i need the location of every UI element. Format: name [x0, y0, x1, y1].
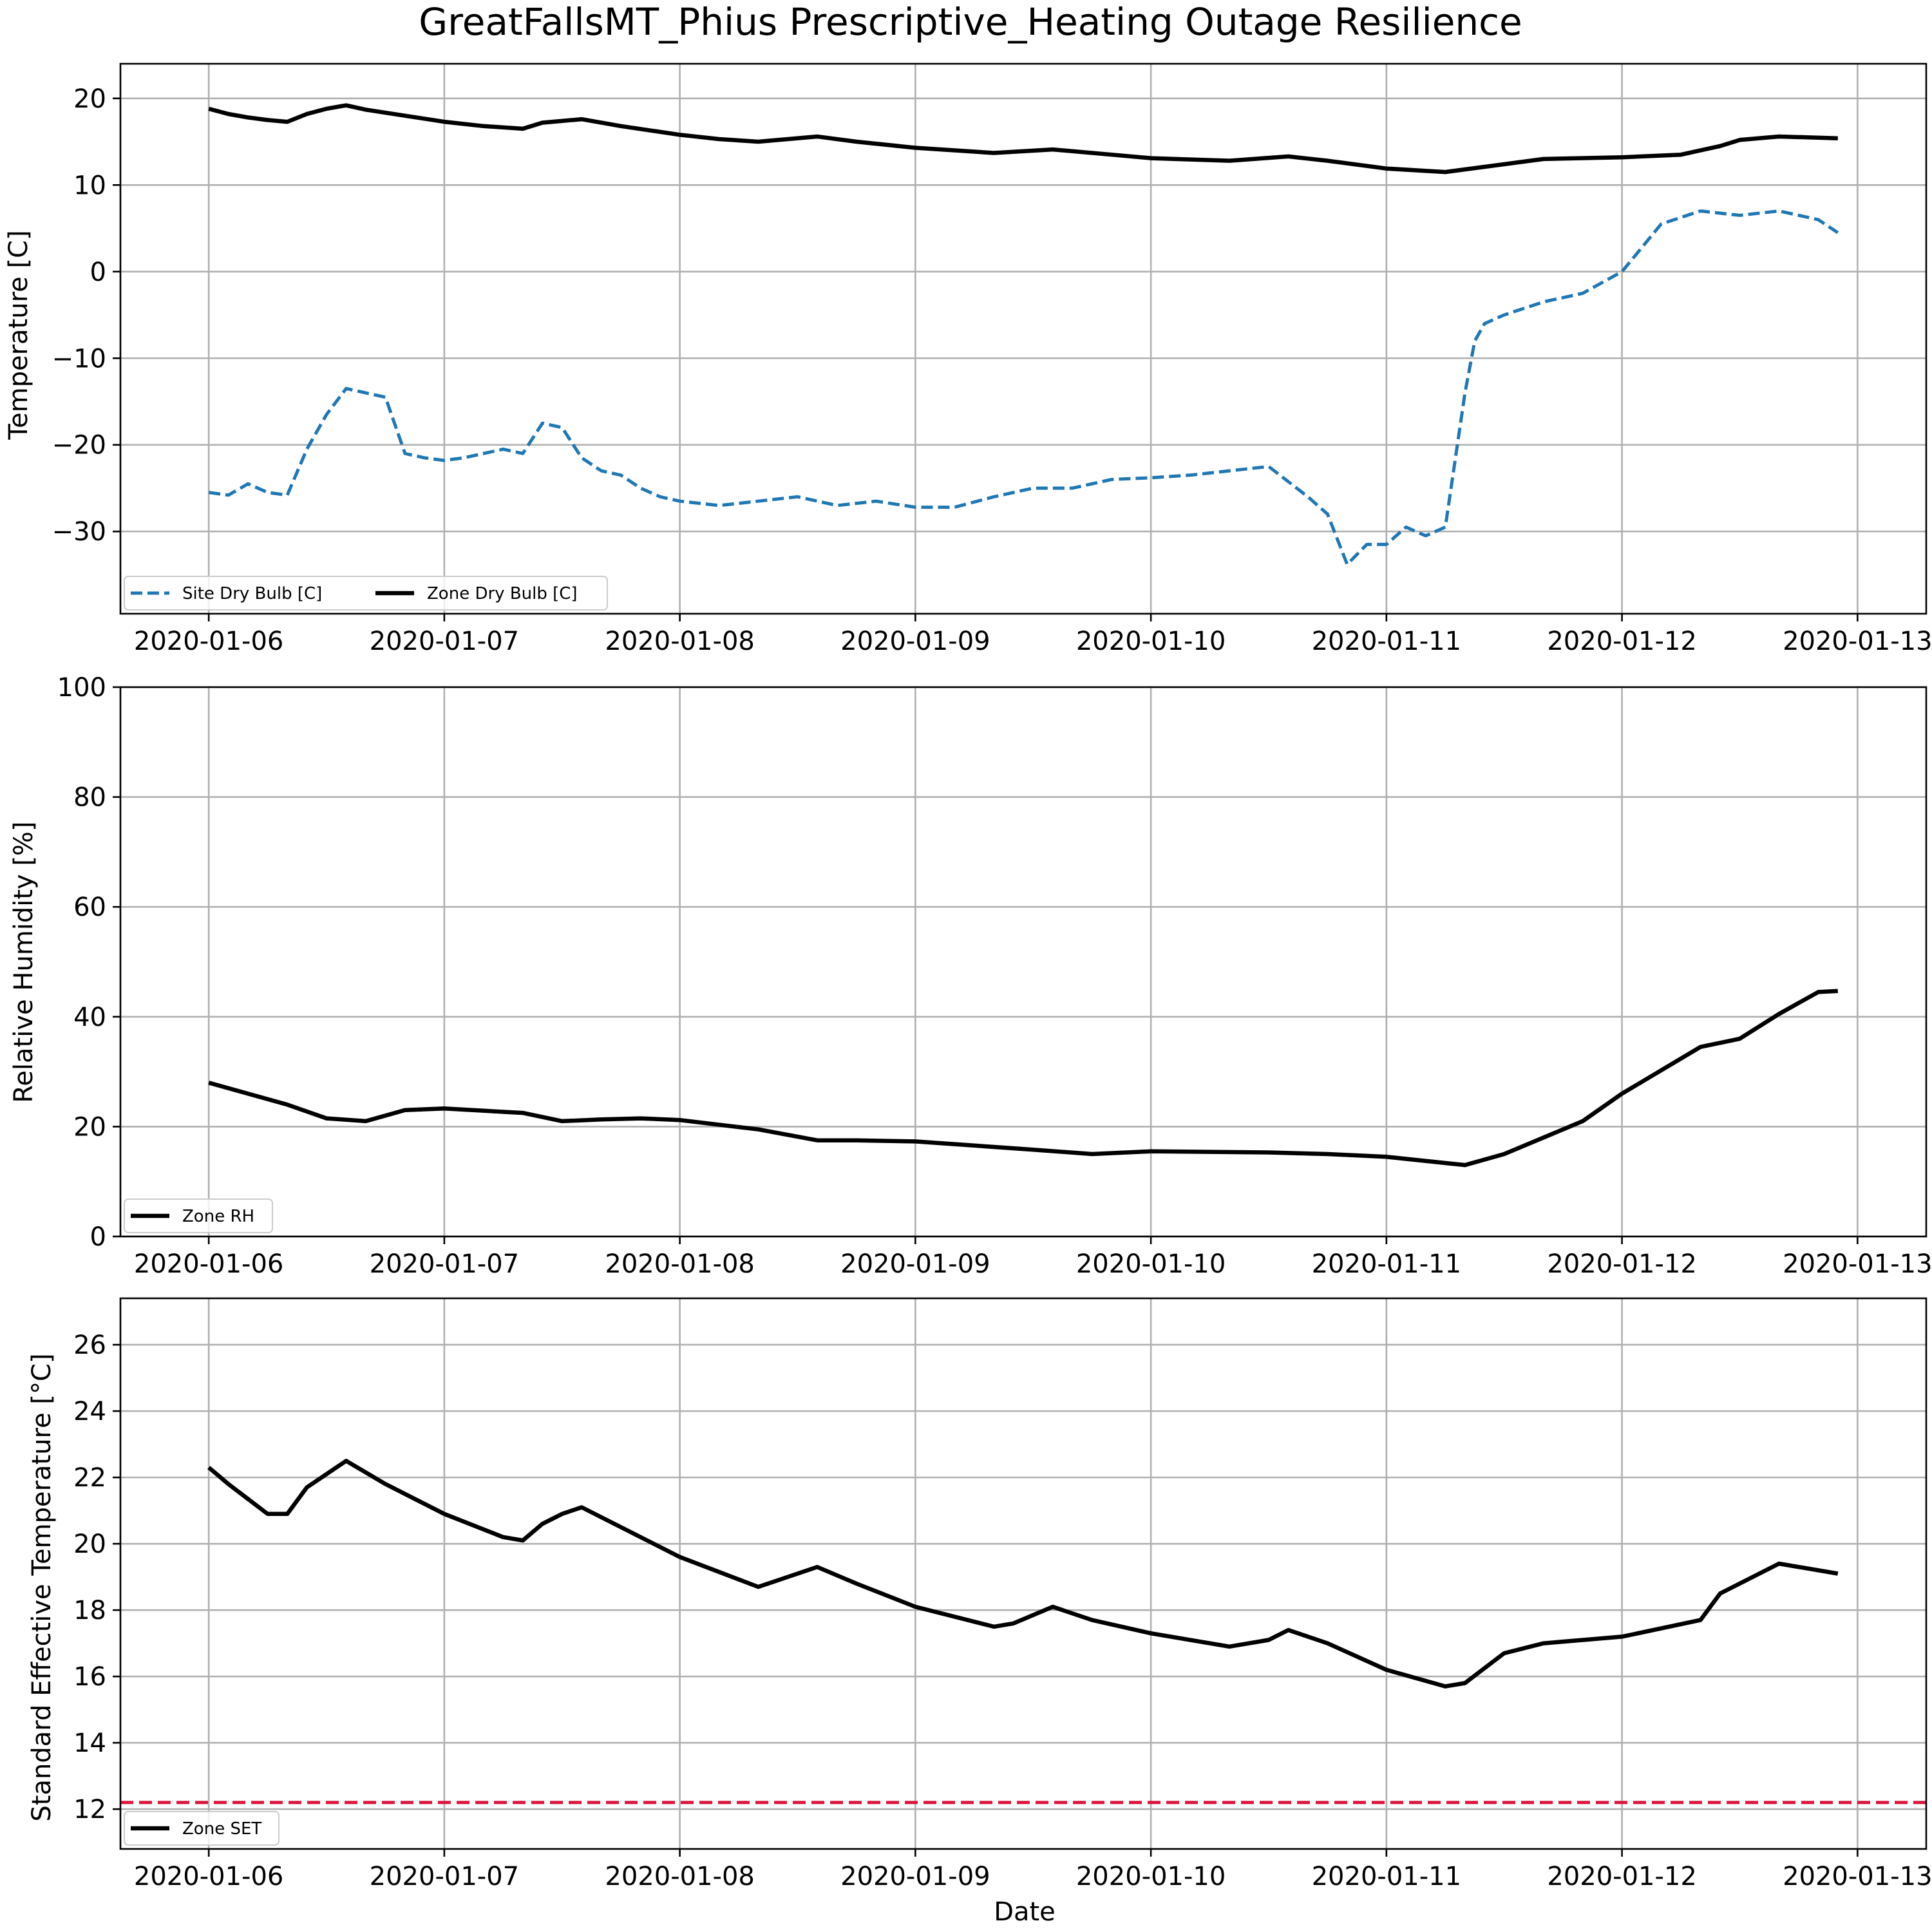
x-tick-label: 2020-01-10	[1076, 627, 1226, 656]
x-tick-label: 2020-01-09	[840, 1249, 990, 1279]
y-tick-label: 10	[73, 171, 106, 200]
y-tick-label: −20	[52, 431, 106, 460]
y-tick-label: 100	[57, 673, 106, 703]
set-panel: Standard Effective Temperature [°C] Date…	[27, 1297, 1932, 1927]
x-tick-label: 2020-01-11	[1312, 627, 1461, 656]
x-tick-label: 2020-01-12	[1547, 627, 1696, 656]
zone-dry-bulb-c-line	[208, 103, 1838, 175]
y-tick-label: 20	[73, 1530, 106, 1559]
y-tick-label: 12	[73, 1795, 106, 1824]
temperature-panel: Temperature [C] 2020-01-06 2020-01-07 2020…	[4, 62, 1932, 656]
x-tick-label: 2020-01-07	[370, 1249, 519, 1279]
y-tick-label: 0	[90, 1222, 106, 1252]
y-tick-label: 24	[73, 1397, 106, 1426]
x-tick-label: 2020-01-12	[1547, 1862, 1696, 1891]
y-tick-label: −10	[52, 344, 106, 374]
x-tick-label: 2020-01-10	[1076, 1249, 1226, 1279]
x-tick-label: 2020-01-13	[1783, 627, 1932, 656]
y-tick-label: 16	[73, 1662, 106, 1692]
series-zone-dry-bulb-c	[208, 103, 1838, 175]
legend: Zone RH	[124, 1198, 273, 1233]
temperature-ylabel: Temperature [C]	[4, 230, 33, 440]
axes-frame	[119, 62, 1927, 615]
y-tick-label: 26	[73, 1331, 106, 1360]
x-tick-label: 2020-01-09	[840, 1862, 990, 1891]
series-site-dry-bulb-c	[208, 209, 1839, 566]
legend-label-zone-set: Zone SET	[182, 1819, 261, 1839]
axes-frame	[119, 686, 1927, 1238]
y-tick-label: 14	[73, 1728, 106, 1758]
y-tick-label: 22	[73, 1463, 106, 1493]
date-xlabel: Date	[994, 1897, 1056, 1927]
x-tick-label: 2020-01-07	[370, 627, 519, 656]
series-zone-set	[207, 1459, 1839, 1689]
legend: Site Dry Bulb [C] Zone Dry Bulb [C]	[124, 576, 608, 611]
legend: Zone SET	[124, 1811, 279, 1846]
x-tick-label: 2020-01-13	[1783, 1862, 1932, 1891]
x-tick-label: 2020-01-06	[134, 627, 283, 656]
legend-frame	[124, 1198, 273, 1233]
x-tick-label: 2020-01-12	[1547, 1249, 1696, 1279]
y-tick-label: 20	[73, 84, 106, 114]
x-tick-label: 2020-01-07	[370, 1862, 519, 1891]
grid	[120, 64, 1926, 614]
legend-frame	[124, 576, 608, 611]
x-tick-label: 2020-01-08	[605, 1249, 754, 1279]
zone-set-line	[207, 1459, 1839, 1689]
y-tick-label: 80	[73, 783, 106, 813]
x-tick-label: 2020-01-08	[605, 1862, 754, 1891]
set-ylabel: Standard Effective Temperature [°C]	[27, 1353, 57, 1821]
site-dry-bulb-c-line	[208, 209, 1839, 566]
grid	[120, 1298, 1926, 1849]
x-tick-label: 2020-01-11	[1312, 1862, 1461, 1891]
legend-label-zone-rh: Zone RH	[182, 1207, 254, 1226]
relative-humidity-ylabel: Relative Humidity [%]	[9, 821, 39, 1103]
x-tick-label: 2020-01-08	[605, 627, 754, 656]
x-tick-label: 2020-01-09	[840, 627, 990, 656]
x-tick-label: 2020-01-13	[1783, 1249, 1932, 1279]
x-tick-label: 2020-01-10	[1076, 1862, 1226, 1891]
figure-title: GreatFallsMT_Phius Prescriptive_Heating …	[419, 0, 1522, 44]
y-tick-label: −30	[52, 517, 106, 547]
grid	[120, 686, 1926, 1238]
x-tick-label: 2020-01-06	[134, 1862, 283, 1891]
x-tick-label: 2020-01-11	[1312, 1249, 1461, 1279]
y-tick-label: 18	[73, 1596, 106, 1625]
axes-frame	[119, 1297, 1927, 1850]
relative-humidity-panel: Relative Humidity [%] 2020-01-06 2020-01-…	[9, 673, 1932, 1279]
y-tick-label: 0	[90, 258, 106, 287]
series-zone-rh	[208, 989, 1838, 1168]
y-tick-label: 60	[73, 893, 106, 922]
legend-label-zone-dry-bulb-c: Zone Dry Bulb [C]	[427, 584, 578, 603]
legend-label-site-dry-bulb-c: Site Dry Bulb [C]	[182, 584, 322, 603]
y-tick-label: 20	[73, 1112, 106, 1142]
y-tick-label: 40	[73, 1003, 106, 1032]
legend-frame	[124, 1811, 279, 1846]
x-tick-label: 2020-01-06	[134, 1249, 283, 1279]
